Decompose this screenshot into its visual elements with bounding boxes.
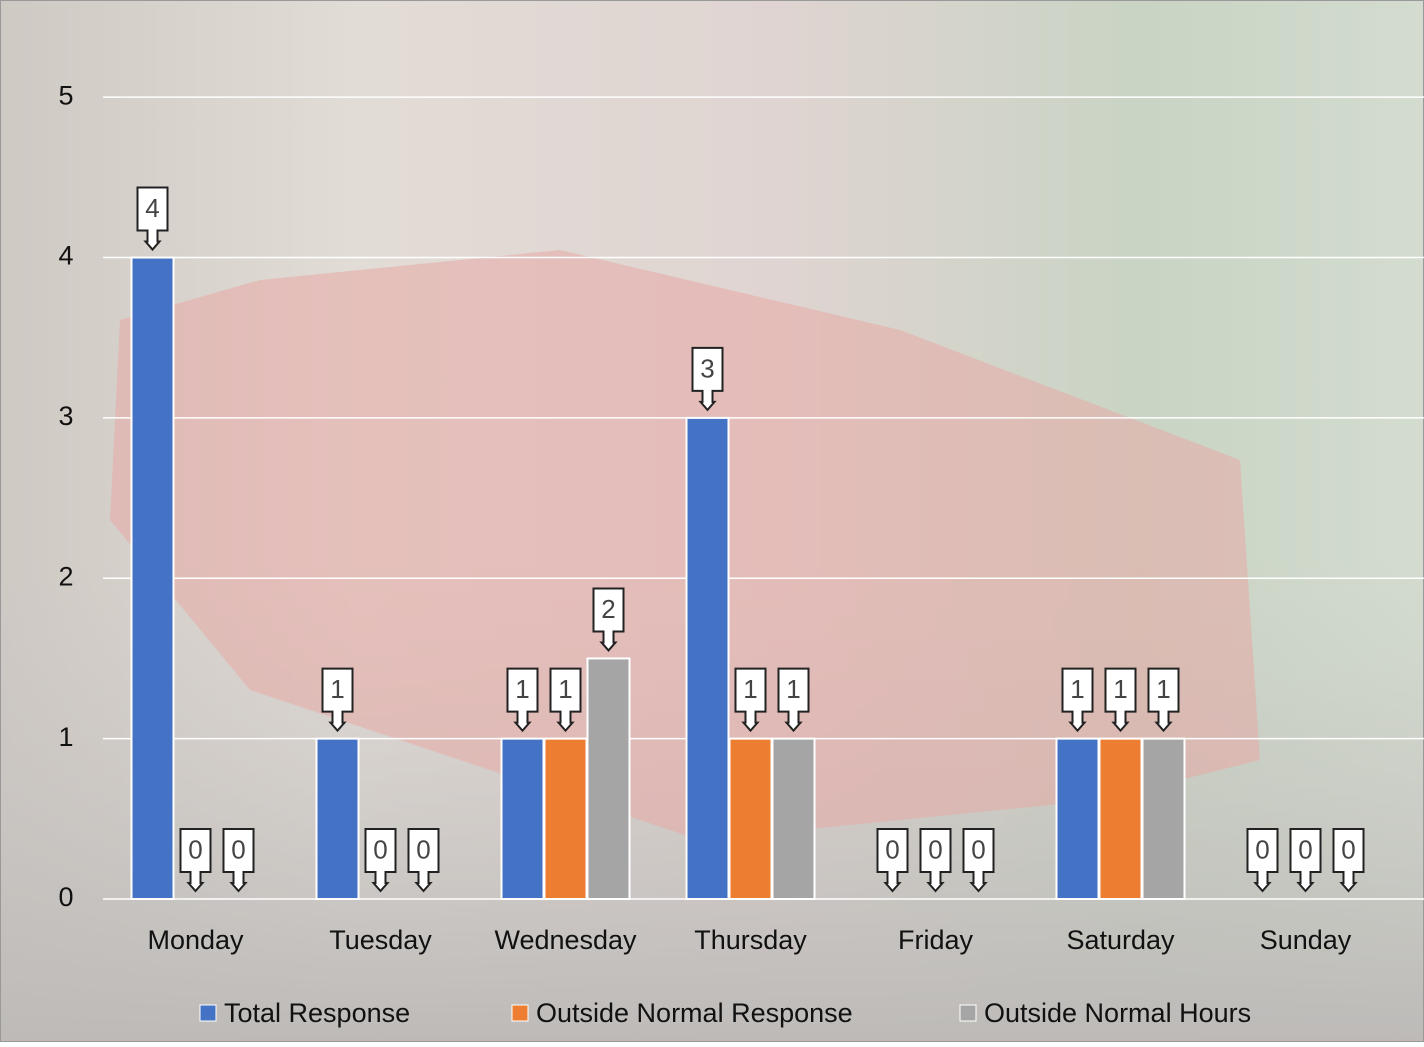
x-tick-label: Saturday xyxy=(1066,925,1175,955)
data-label: 2 xyxy=(601,594,615,624)
bar xyxy=(588,658,630,899)
legend-label: Outside Normal Hours xyxy=(984,998,1251,1028)
y-tick-label: 4 xyxy=(58,241,73,271)
data-label: 1 xyxy=(743,674,757,704)
data-label: 0 xyxy=(1255,834,1269,864)
bar xyxy=(730,739,772,899)
legend-swatch xyxy=(512,1005,528,1021)
bar xyxy=(687,418,729,899)
data-label: 1 xyxy=(1156,674,1170,704)
chart: 012345Monday400Tuesday100Wednesday112Thu… xyxy=(0,0,1424,1042)
legend-swatch xyxy=(960,1005,976,1021)
bar xyxy=(132,258,174,899)
legend-label: Outside Normal Response xyxy=(536,998,853,1028)
data-label: 0 xyxy=(928,834,942,864)
x-tick-label: Sunday xyxy=(1260,925,1352,955)
x-tick-label: Wednesday xyxy=(494,925,637,955)
bar xyxy=(1143,739,1185,899)
x-tick-label: Monday xyxy=(147,925,244,955)
data-label: 1 xyxy=(330,674,344,704)
data-label: 4 xyxy=(145,193,159,223)
legend-label: Total Response xyxy=(224,998,410,1028)
data-label: 0 xyxy=(188,834,202,864)
bar xyxy=(545,739,587,899)
bar xyxy=(1057,739,1099,899)
data-label: 0 xyxy=(1341,834,1355,864)
data-label: 0 xyxy=(416,834,430,864)
legend-swatch xyxy=(200,1005,216,1021)
y-tick-label: 5 xyxy=(58,80,73,110)
data-label: 0 xyxy=(885,834,899,864)
x-tick-label: Thursday xyxy=(694,925,807,955)
page: 012345Monday400Tuesday100Wednesday112Thu… xyxy=(0,0,1424,1042)
x-tick-label: Tuesday xyxy=(329,925,432,955)
y-tick-label: 2 xyxy=(58,561,73,591)
data-label: 0 xyxy=(1298,834,1312,864)
bar xyxy=(773,739,815,899)
data-label: 0 xyxy=(231,834,245,864)
data-label: 1 xyxy=(1113,674,1127,704)
data-label: 1 xyxy=(558,674,572,704)
data-label: 1 xyxy=(786,674,800,704)
x-tick-label: Friday xyxy=(898,925,974,955)
y-tick-label: 0 xyxy=(58,882,73,912)
data-label: 0 xyxy=(971,834,985,864)
y-tick-label: 1 xyxy=(58,722,73,752)
bar xyxy=(502,739,544,899)
data-label: 0 xyxy=(373,834,387,864)
data-label: 1 xyxy=(1070,674,1084,704)
data-label: 3 xyxy=(700,353,714,383)
bar xyxy=(317,739,359,899)
y-tick-label: 3 xyxy=(58,401,73,431)
bar xyxy=(1100,739,1142,899)
data-label: 1 xyxy=(515,674,529,704)
